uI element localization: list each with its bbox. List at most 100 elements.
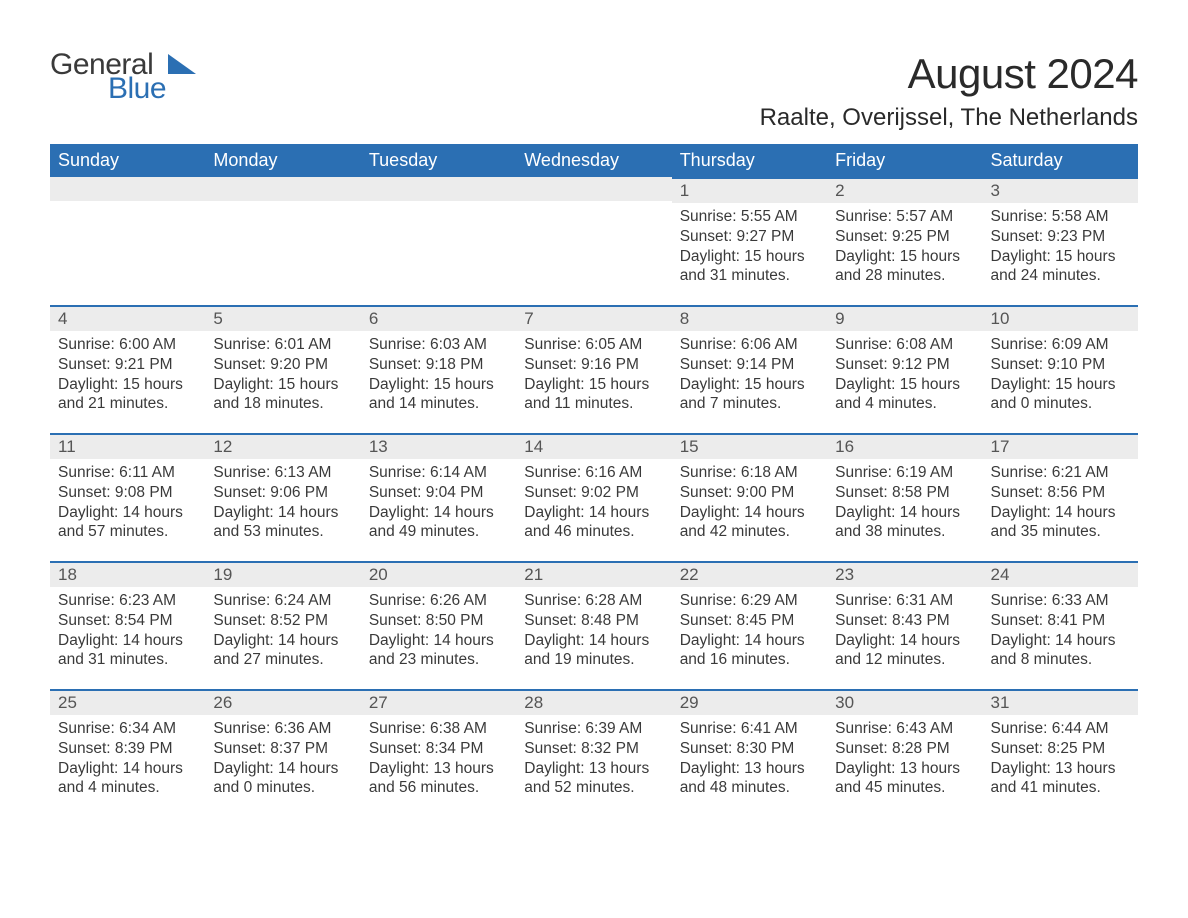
daylight-line: Daylight: 14 hours and 4 minutes. bbox=[58, 759, 197, 799]
day-details: Sunrise: 6:01 AMSunset: 9:20 PMDaylight:… bbox=[205, 331, 360, 422]
day-details: Sunrise: 6:34 AMSunset: 8:39 PMDaylight:… bbox=[50, 715, 205, 806]
sunrise-line: Sunrise: 6:08 AM bbox=[835, 335, 974, 355]
calendar-body: 1Sunrise: 5:55 AMSunset: 9:27 PMDaylight… bbox=[50, 177, 1138, 817]
sunrise-line: Sunrise: 6:31 AM bbox=[835, 591, 974, 611]
calendar-cell: 1Sunrise: 5:55 AMSunset: 9:27 PMDaylight… bbox=[672, 177, 827, 305]
calendar-cell: 20Sunrise: 6:26 AMSunset: 8:50 PMDayligh… bbox=[361, 561, 516, 689]
sunset-line: Sunset: 9:12 PM bbox=[835, 355, 974, 375]
sunrise-line: Sunrise: 6:26 AM bbox=[369, 591, 508, 611]
daylight-line: Daylight: 14 hours and 49 minutes. bbox=[369, 503, 508, 543]
calendar-cell: 13Sunrise: 6:14 AMSunset: 9:04 PMDayligh… bbox=[361, 433, 516, 561]
calendar-cell: 26Sunrise: 6:36 AMSunset: 8:37 PMDayligh… bbox=[205, 689, 360, 817]
day-number: 25 bbox=[50, 689, 205, 715]
page-header: General Blue August 2024 Raalte, Overijs… bbox=[50, 50, 1138, 132]
calendar-cell: 27Sunrise: 6:38 AMSunset: 8:34 PMDayligh… bbox=[361, 689, 516, 817]
sunrise-line: Sunrise: 6:18 AM bbox=[680, 463, 819, 483]
day-number: 20 bbox=[361, 561, 516, 587]
day-details: Sunrise: 6:00 AMSunset: 9:21 PMDaylight:… bbox=[50, 331, 205, 422]
empty-day-bar bbox=[205, 177, 360, 201]
sunrise-line: Sunrise: 6:11 AM bbox=[58, 463, 197, 483]
calendar-cell: 30Sunrise: 6:43 AMSunset: 8:28 PMDayligh… bbox=[827, 689, 982, 817]
sunrise-line: Sunrise: 5:57 AM bbox=[835, 207, 974, 227]
calendar-cell: 23Sunrise: 6:31 AMSunset: 8:43 PMDayligh… bbox=[827, 561, 982, 689]
daylight-line: Daylight: 14 hours and 35 minutes. bbox=[991, 503, 1130, 543]
calendar-week-row: 4Sunrise: 6:00 AMSunset: 9:21 PMDaylight… bbox=[50, 305, 1138, 433]
day-number: 26 bbox=[205, 689, 360, 715]
sunset-line: Sunset: 8:43 PM bbox=[835, 611, 974, 631]
calendar-week-row: 18Sunrise: 6:23 AMSunset: 8:54 PMDayligh… bbox=[50, 561, 1138, 689]
daylight-line: Daylight: 13 hours and 56 minutes. bbox=[369, 759, 508, 799]
weekday-header: Friday bbox=[827, 144, 982, 177]
sunset-line: Sunset: 8:48 PM bbox=[524, 611, 663, 631]
day-number: 16 bbox=[827, 433, 982, 459]
day-number: 7 bbox=[516, 305, 671, 331]
sunset-line: Sunset: 8:50 PM bbox=[369, 611, 508, 631]
calendar-cell bbox=[50, 177, 205, 305]
daylight-line: Daylight: 14 hours and 27 minutes. bbox=[213, 631, 352, 671]
day-number: 28 bbox=[516, 689, 671, 715]
calendar-cell: 16Sunrise: 6:19 AMSunset: 8:58 PMDayligh… bbox=[827, 433, 982, 561]
day-number: 24 bbox=[983, 561, 1138, 587]
calendar-head: SundayMondayTuesdayWednesdayThursdayFrid… bbox=[50, 144, 1138, 177]
day-details: Sunrise: 6:33 AMSunset: 8:41 PMDaylight:… bbox=[983, 587, 1138, 678]
daylight-line: Daylight: 13 hours and 45 minutes. bbox=[835, 759, 974, 799]
day-number: 8 bbox=[672, 305, 827, 331]
calendar-cell: 18Sunrise: 6:23 AMSunset: 8:54 PMDayligh… bbox=[50, 561, 205, 689]
sunset-line: Sunset: 9:00 PM bbox=[680, 483, 819, 503]
day-details: Sunrise: 6:31 AMSunset: 8:43 PMDaylight:… bbox=[827, 587, 982, 678]
daylight-line: Daylight: 13 hours and 48 minutes. bbox=[680, 759, 819, 799]
day-number: 9 bbox=[827, 305, 982, 331]
sunrise-line: Sunrise: 6:21 AM bbox=[991, 463, 1130, 483]
sunrise-line: Sunrise: 5:55 AM bbox=[680, 207, 819, 227]
calendar-cell: 15Sunrise: 6:18 AMSunset: 9:00 PMDayligh… bbox=[672, 433, 827, 561]
daylight-line: Daylight: 14 hours and 16 minutes. bbox=[680, 631, 819, 671]
day-number: 3 bbox=[983, 177, 1138, 203]
sunrise-line: Sunrise: 6:05 AM bbox=[524, 335, 663, 355]
day-details: Sunrise: 5:55 AMSunset: 9:27 PMDaylight:… bbox=[672, 203, 827, 294]
weekday-header: Sunday bbox=[50, 144, 205, 177]
calendar-cell: 24Sunrise: 6:33 AMSunset: 8:41 PMDayligh… bbox=[983, 561, 1138, 689]
day-details: Sunrise: 6:43 AMSunset: 8:28 PMDaylight:… bbox=[827, 715, 982, 806]
calendar-table: SundayMondayTuesdayWednesdayThursdayFrid… bbox=[50, 144, 1138, 817]
daylight-line: Daylight: 15 hours and 24 minutes. bbox=[991, 247, 1130, 287]
day-number: 13 bbox=[361, 433, 516, 459]
calendar-cell: 11Sunrise: 6:11 AMSunset: 9:08 PMDayligh… bbox=[50, 433, 205, 561]
daylight-line: Daylight: 14 hours and 23 minutes. bbox=[369, 631, 508, 671]
calendar-cell: 10Sunrise: 6:09 AMSunset: 9:10 PMDayligh… bbox=[983, 305, 1138, 433]
calendar-cell: 2Sunrise: 5:57 AMSunset: 9:25 PMDaylight… bbox=[827, 177, 982, 305]
sunset-line: Sunset: 8:56 PM bbox=[991, 483, 1130, 503]
day-number: 14 bbox=[516, 433, 671, 459]
calendar-cell: 31Sunrise: 6:44 AMSunset: 8:25 PMDayligh… bbox=[983, 689, 1138, 817]
sunrise-line: Sunrise: 6:19 AM bbox=[835, 463, 974, 483]
day-number: 6 bbox=[361, 305, 516, 331]
day-number: 12 bbox=[205, 433, 360, 459]
day-details: Sunrise: 5:58 AMSunset: 9:23 PMDaylight:… bbox=[983, 203, 1138, 294]
day-number: 31 bbox=[983, 689, 1138, 715]
calendar-cell: 7Sunrise: 6:05 AMSunset: 9:16 PMDaylight… bbox=[516, 305, 671, 433]
weekday-header: Wednesday bbox=[516, 144, 671, 177]
daylight-line: Daylight: 14 hours and 38 minutes. bbox=[835, 503, 974, 543]
day-details: Sunrise: 6:26 AMSunset: 8:50 PMDaylight:… bbox=[361, 587, 516, 678]
daylight-line: Daylight: 14 hours and 57 minutes. bbox=[58, 503, 197, 543]
daylight-line: Daylight: 15 hours and 21 minutes. bbox=[58, 375, 197, 415]
sunrise-line: Sunrise: 6:16 AM bbox=[524, 463, 663, 483]
day-details: Sunrise: 6:39 AMSunset: 8:32 PMDaylight:… bbox=[516, 715, 671, 806]
day-details: Sunrise: 6:13 AMSunset: 9:06 PMDaylight:… bbox=[205, 459, 360, 550]
calendar-week-row: 1Sunrise: 5:55 AMSunset: 9:27 PMDaylight… bbox=[50, 177, 1138, 305]
day-number: 29 bbox=[672, 689, 827, 715]
calendar-week-row: 25Sunrise: 6:34 AMSunset: 8:39 PMDayligh… bbox=[50, 689, 1138, 817]
day-details: Sunrise: 6:09 AMSunset: 9:10 PMDaylight:… bbox=[983, 331, 1138, 422]
calendar-cell: 25Sunrise: 6:34 AMSunset: 8:39 PMDayligh… bbox=[50, 689, 205, 817]
daylight-line: Daylight: 15 hours and 4 minutes. bbox=[835, 375, 974, 415]
daylight-line: Daylight: 14 hours and 0 minutes. bbox=[213, 759, 352, 799]
weekday-header: Tuesday bbox=[361, 144, 516, 177]
daylight-line: Daylight: 14 hours and 8 minutes. bbox=[991, 631, 1130, 671]
day-number: 21 bbox=[516, 561, 671, 587]
sunset-line: Sunset: 8:45 PM bbox=[680, 611, 819, 631]
day-number: 11 bbox=[50, 433, 205, 459]
sunset-line: Sunset: 8:32 PM bbox=[524, 739, 663, 759]
sunrise-line: Sunrise: 6:03 AM bbox=[369, 335, 508, 355]
calendar-cell bbox=[516, 177, 671, 305]
daylight-line: Daylight: 13 hours and 41 minutes. bbox=[991, 759, 1130, 799]
daylight-line: Daylight: 15 hours and 14 minutes. bbox=[369, 375, 508, 415]
